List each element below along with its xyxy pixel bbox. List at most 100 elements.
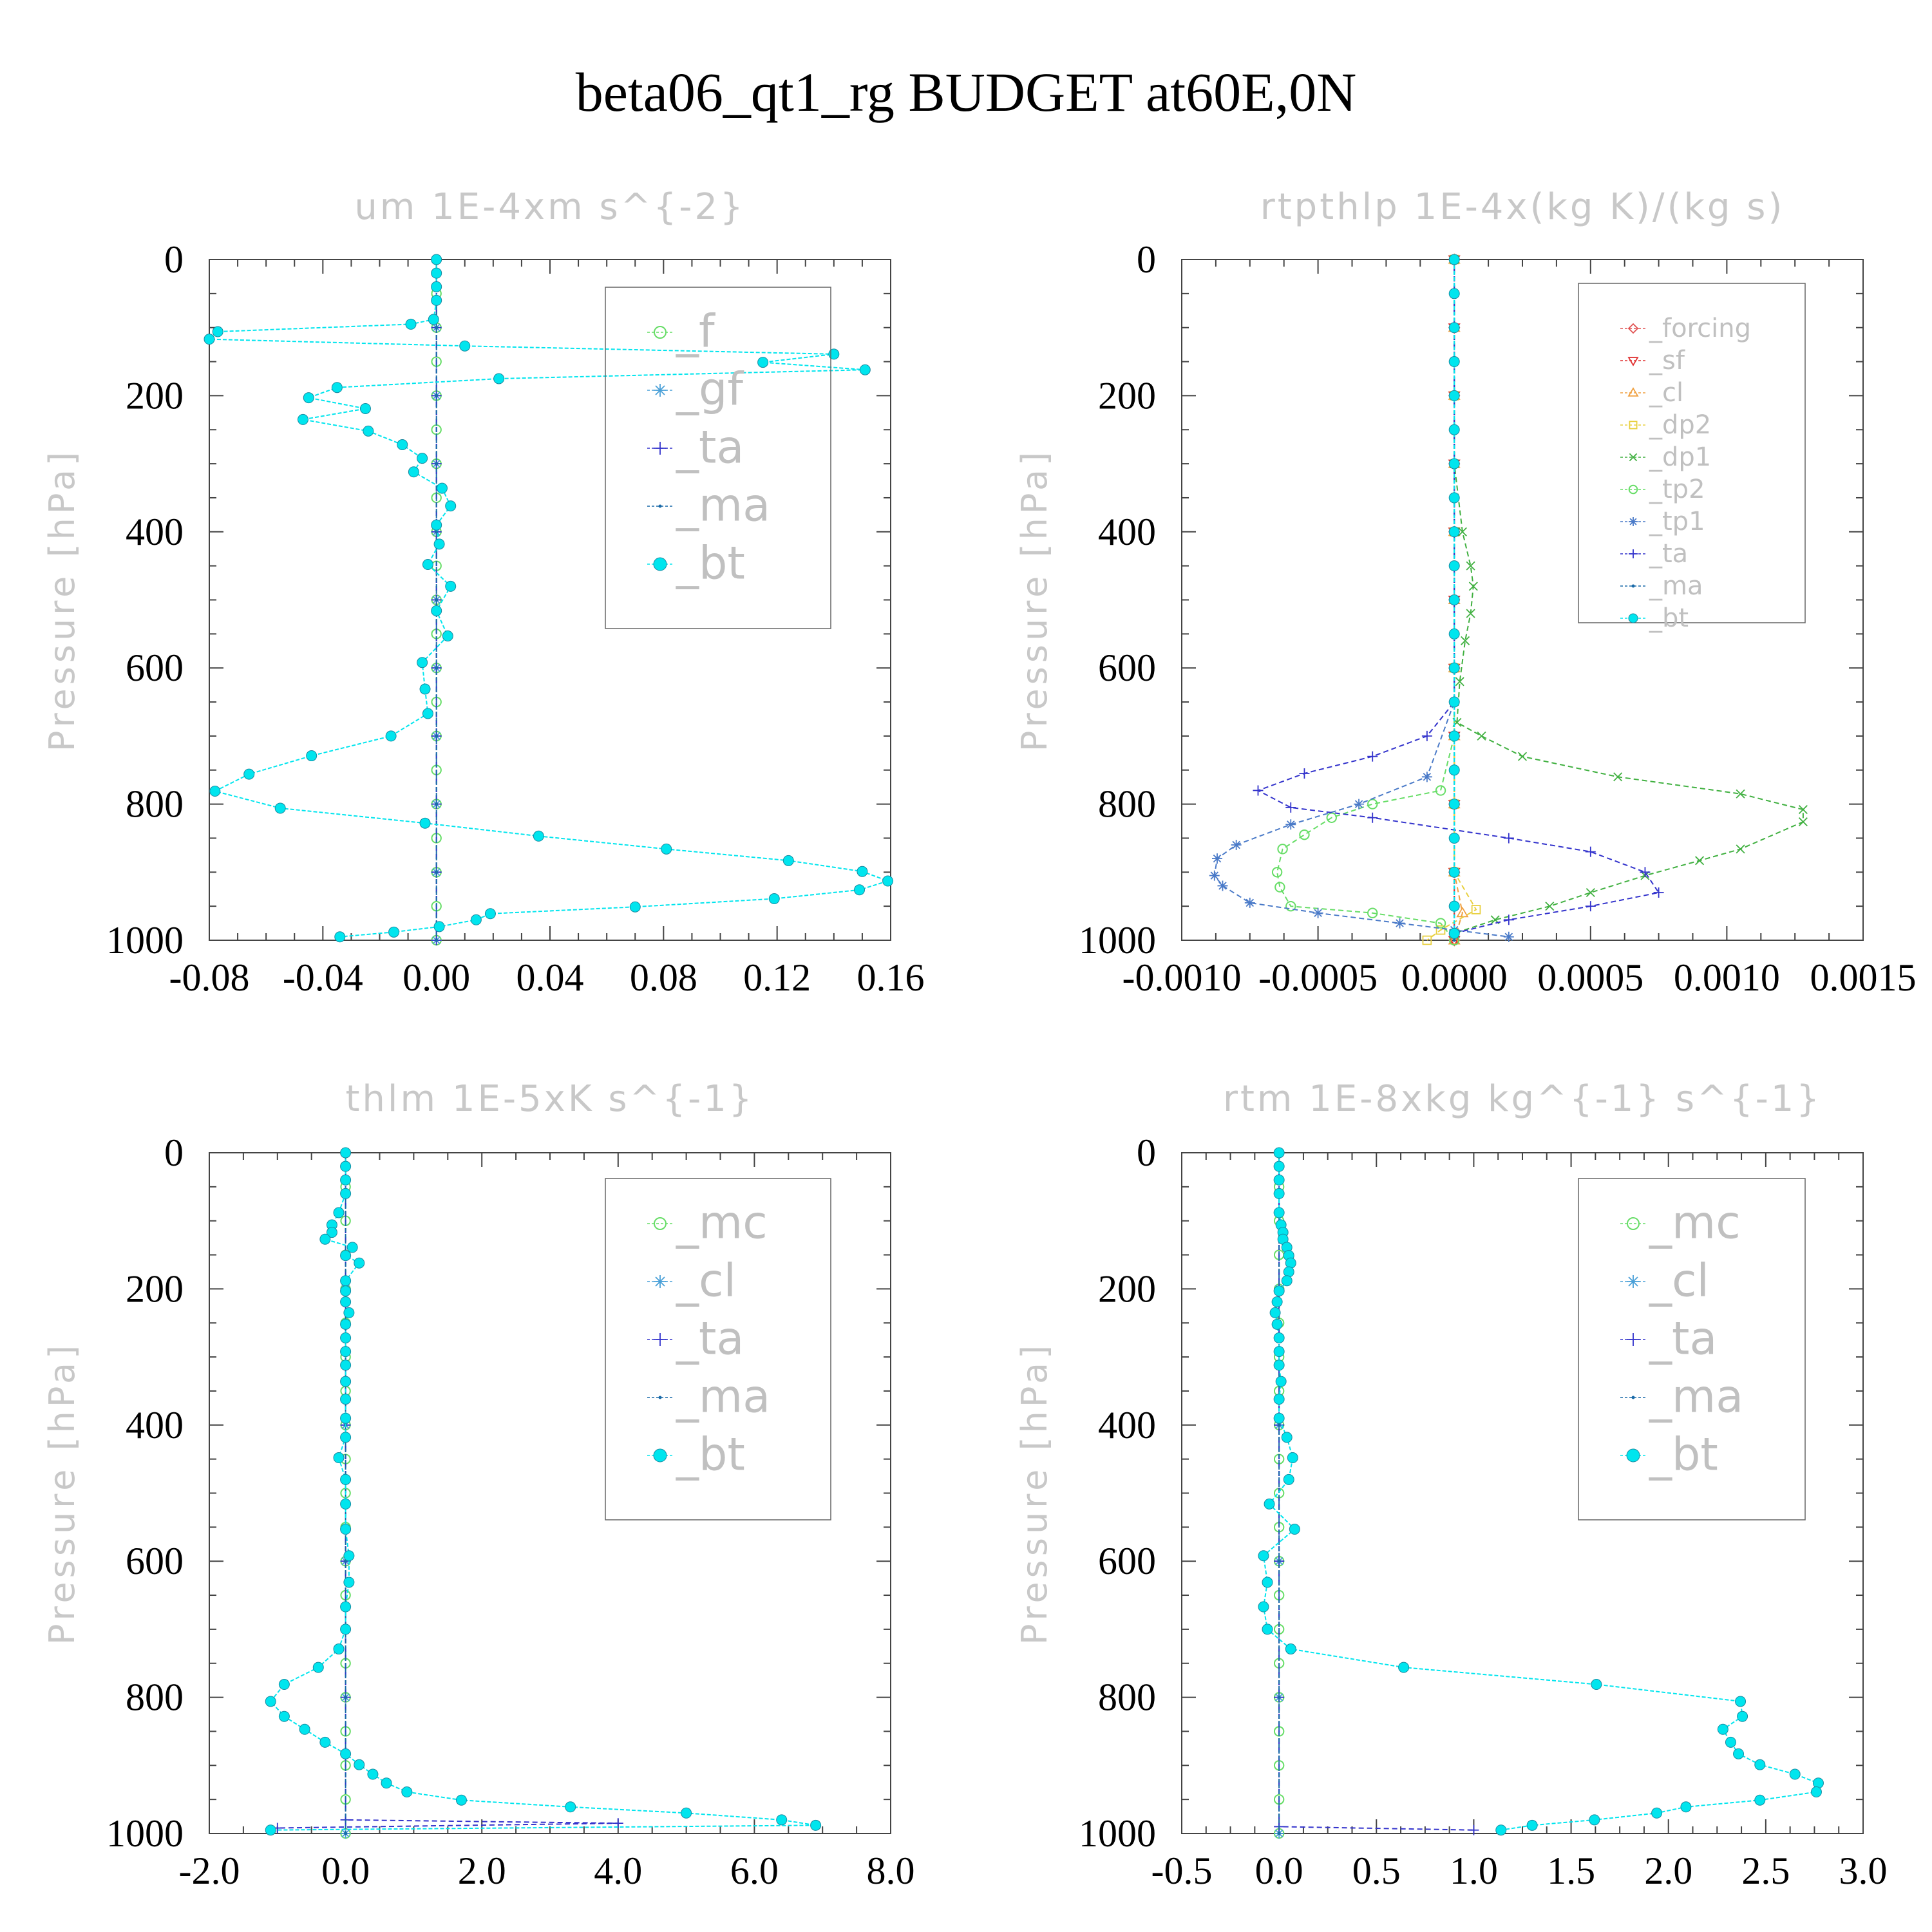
data-point <box>776 1814 788 1826</box>
legend-marker <box>1628 484 1638 495</box>
x-tick-label: 6.0 <box>730 1850 779 1892</box>
data-point <box>1613 772 1623 782</box>
data-point <box>1735 1696 1747 1707</box>
data-point <box>1503 931 1514 942</box>
data-point <box>278 1710 290 1722</box>
data-point <box>343 1577 355 1588</box>
data-point <box>303 392 314 404</box>
data-point <box>1285 802 1296 813</box>
x-tick-label: -0.5 <box>1151 1850 1213 1892</box>
legend-label: _bt <box>1649 1428 1718 1481</box>
data-point <box>209 786 221 797</box>
x-tick-label: 2.0 <box>1644 1850 1692 1892</box>
data-point <box>1264 1498 1275 1510</box>
data-point <box>1651 1807 1663 1819</box>
data-point <box>854 884 866 896</box>
data-point <box>1289 1524 1300 1535</box>
data-point <box>435 598 439 601</box>
data-point <box>1653 887 1664 898</box>
data-point <box>435 326 439 330</box>
x-tick-label: 2.5 <box>1741 1850 1790 1892</box>
data-point <box>1258 1601 1269 1613</box>
data-point <box>565 1801 576 1813</box>
data-point <box>340 1376 352 1387</box>
y-tick-label: 400 <box>1098 511 1156 553</box>
x-tick-label: 0.0005 <box>1537 956 1643 999</box>
legend-box <box>605 287 831 629</box>
x-tick-label: 8.0 <box>867 1850 915 1892</box>
legend-marker <box>1629 549 1638 558</box>
y-tick-label: 1000 <box>1079 1812 1156 1855</box>
data-point <box>1448 492 1460 504</box>
data-point <box>1281 1275 1293 1287</box>
data-point <box>1435 918 1446 929</box>
y-tick-label: 0 <box>1137 238 1156 281</box>
data-point <box>629 901 641 913</box>
legend-label: _ta <box>676 1312 744 1365</box>
data-point <box>340 1748 352 1759</box>
data-point <box>1354 799 1365 810</box>
x-tick-label: -0.08 <box>169 956 250 999</box>
x-tick-label: 0.5 <box>1352 1850 1401 1892</box>
data-point <box>1273 1332 1285 1344</box>
data-point <box>243 768 255 780</box>
data-point <box>340 1174 352 1186</box>
data-point <box>278 1679 290 1690</box>
data-point <box>1231 840 1242 851</box>
plot-frame <box>209 1152 891 1834</box>
data-point <box>401 1786 413 1798</box>
data-point <box>417 657 428 668</box>
legend-label: _ma <box>1649 1370 1743 1423</box>
legend-marker <box>1626 1448 1640 1463</box>
data-point <box>1209 870 1220 881</box>
data-point <box>1273 1359 1285 1371</box>
legend-marker <box>654 384 667 397</box>
data-point <box>1736 844 1745 854</box>
data-point <box>340 1285 352 1297</box>
data-point <box>1281 1432 1293 1443</box>
data-point <box>1283 1473 1294 1485</box>
data-point <box>1271 1296 1283 1307</box>
data-point <box>1277 1696 1281 1700</box>
series-line <box>1278 1153 1474 1831</box>
x-tick-label: 0.0 <box>321 1850 370 1892</box>
data-point <box>1448 424 1460 435</box>
data-point <box>274 802 286 814</box>
legend-label: _ma <box>676 478 770 531</box>
data-point <box>419 683 431 695</box>
series-tp2 <box>1271 254 1460 946</box>
data-point <box>340 1250 352 1262</box>
y-tick-label: 0 <box>1137 1132 1156 1174</box>
data-point <box>419 817 431 829</box>
data-point <box>493 373 505 384</box>
data-point <box>1273 1174 1285 1186</box>
data-point <box>1448 288 1460 299</box>
data-point <box>1421 772 1432 782</box>
x-tick-label: -2.0 <box>179 1850 240 1892</box>
series-line <box>1276 260 1455 941</box>
legend-label: _ma <box>1649 571 1703 601</box>
data-point <box>1585 901 1596 912</box>
data-point <box>1273 1207 1285 1218</box>
data-point <box>306 750 317 762</box>
data-point <box>1466 609 1475 618</box>
legend-label: _cl <box>1649 378 1683 408</box>
data-point <box>431 267 442 279</box>
legend-label: _bt <box>676 1428 745 1481</box>
legend-label: _f <box>676 305 715 357</box>
legend-label: _dp2 <box>1649 410 1711 440</box>
data-point <box>428 314 439 325</box>
data-point <box>1448 799 1460 810</box>
legend-marker <box>654 1333 667 1346</box>
y-tick-label: 800 <box>126 1676 184 1719</box>
x-tick-label: 0.08 <box>630 956 697 999</box>
data-point <box>265 1824 276 1836</box>
data-point <box>344 1696 348 1700</box>
data-point <box>436 482 448 494</box>
panel-title: rtm 1E-8xkg kg^{-1} s^{-1} <box>1223 1078 1822 1120</box>
data-point <box>1394 918 1405 929</box>
legend-marker <box>654 1275 667 1288</box>
data-point <box>1448 832 1460 844</box>
legend-label: _bt <box>1649 603 1689 633</box>
data-point <box>1591 1679 1602 1690</box>
